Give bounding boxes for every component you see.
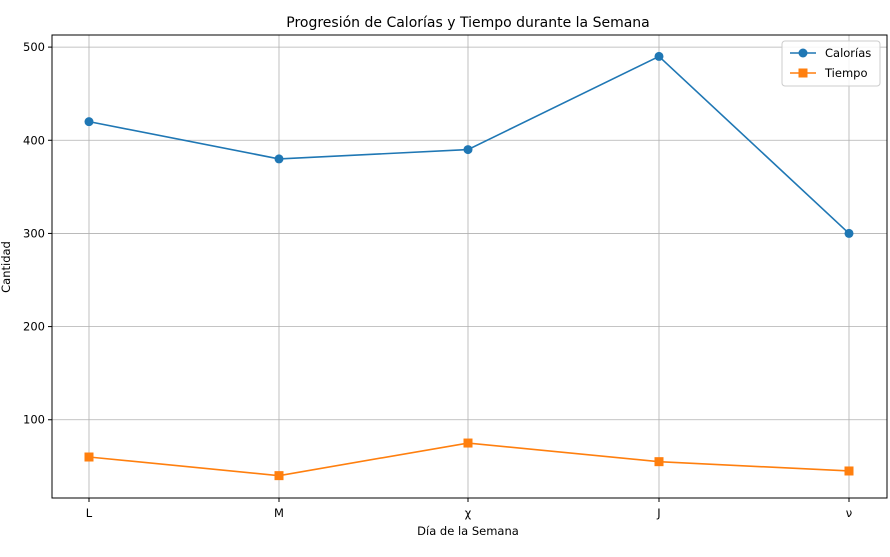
x-tick-label: J — [656, 506, 660, 520]
y-tick-label: 500 — [23, 40, 45, 54]
data-point-tiempo — [844, 466, 854, 476]
data-point-tiempo — [274, 471, 284, 481]
data-point-calorias — [84, 117, 94, 127]
data-point-calorias — [654, 51, 664, 61]
x-axis-label: Día de la Semana — [417, 524, 519, 538]
y-tick-label: 100 — [23, 413, 45, 427]
y-axis: 100 200 300 400 500 — [23, 40, 52, 427]
legend-marker-tiempo — [798, 68, 808, 78]
data-point-calorias — [274, 154, 284, 164]
grid — [52, 35, 887, 498]
y-tick-label: 200 — [23, 320, 45, 334]
plot-area — [51, 34, 888, 499]
y-tick-label: 400 — [23, 133, 45, 147]
data-point-calorias — [844, 228, 854, 238]
data-point-tiempo — [84, 452, 94, 462]
series-line-calorias — [88, 55, 850, 235]
x-tick-label: M — [274, 506, 284, 520]
y-axis-label: Cantidad — [0, 241, 13, 293]
series-layer — [84, 51, 854, 481]
data-point-tiempo — [654, 457, 664, 467]
x-tick-label: L — [86, 506, 93, 520]
legend-label-calorias: Calorías — [825, 46, 871, 60]
legend: Calorías Tiempo — [781, 40, 881, 87]
legend-marker-calorias — [798, 48, 808, 58]
legend-label-tiempo: Tiempo — [824, 66, 867, 80]
x-tick-label: χ — [465, 506, 472, 520]
y-tick-label: 300 — [23, 226, 45, 240]
chart-title: Progresión de Calorías y Tiempo durante … — [286, 15, 649, 31]
series-line-tiempo — [88, 442, 850, 477]
data-point-calorias — [463, 145, 473, 155]
x-tick-label: ν — [846, 506, 852, 520]
data-point-tiempo — [463, 438, 473, 448]
